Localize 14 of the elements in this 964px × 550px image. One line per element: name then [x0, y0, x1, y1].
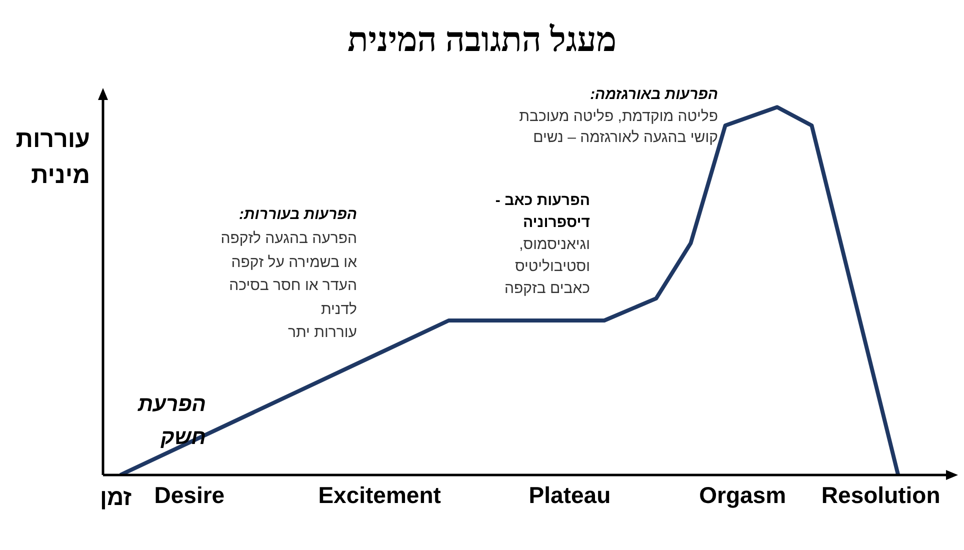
x-tick-label: Excitement: [318, 482, 442, 508]
x-tick-label: Orgasm: [699, 482, 786, 508]
x-tick-label: Plateau: [528, 482, 611, 508]
x-axis-title: זמן: [100, 484, 132, 511]
x-tick-label: Resolution: [821, 482, 940, 508]
x-tick-label: Desire: [154, 482, 225, 508]
chart-title: מעגל התגובה המינית: [346, 22, 618, 60]
annotation: פליטה מוקדמת, פליטה מעוכבת קושי בהגעה לאורגזמה – נשים: [519, 107, 718, 148]
annotation: הפרעות בעוררות:: [239, 205, 357, 225]
annotation: וגיאניסמוס, וסטיבוליטיס כאבים בזקפה: [504, 235, 590, 299]
annotation: הפרעה בהגעה לזקפה או בשמירה על זקפה העדר או חסר בסיכה לדנית עוררות יתר: [220, 229, 357, 343]
text: הפרעות באורגזמה:: [590, 85, 718, 105]
annotation: הפרעות כאב - דיספרוניה: [495, 191, 590, 233]
y-axis-title: עוררות מינית: [16, 125, 90, 191]
